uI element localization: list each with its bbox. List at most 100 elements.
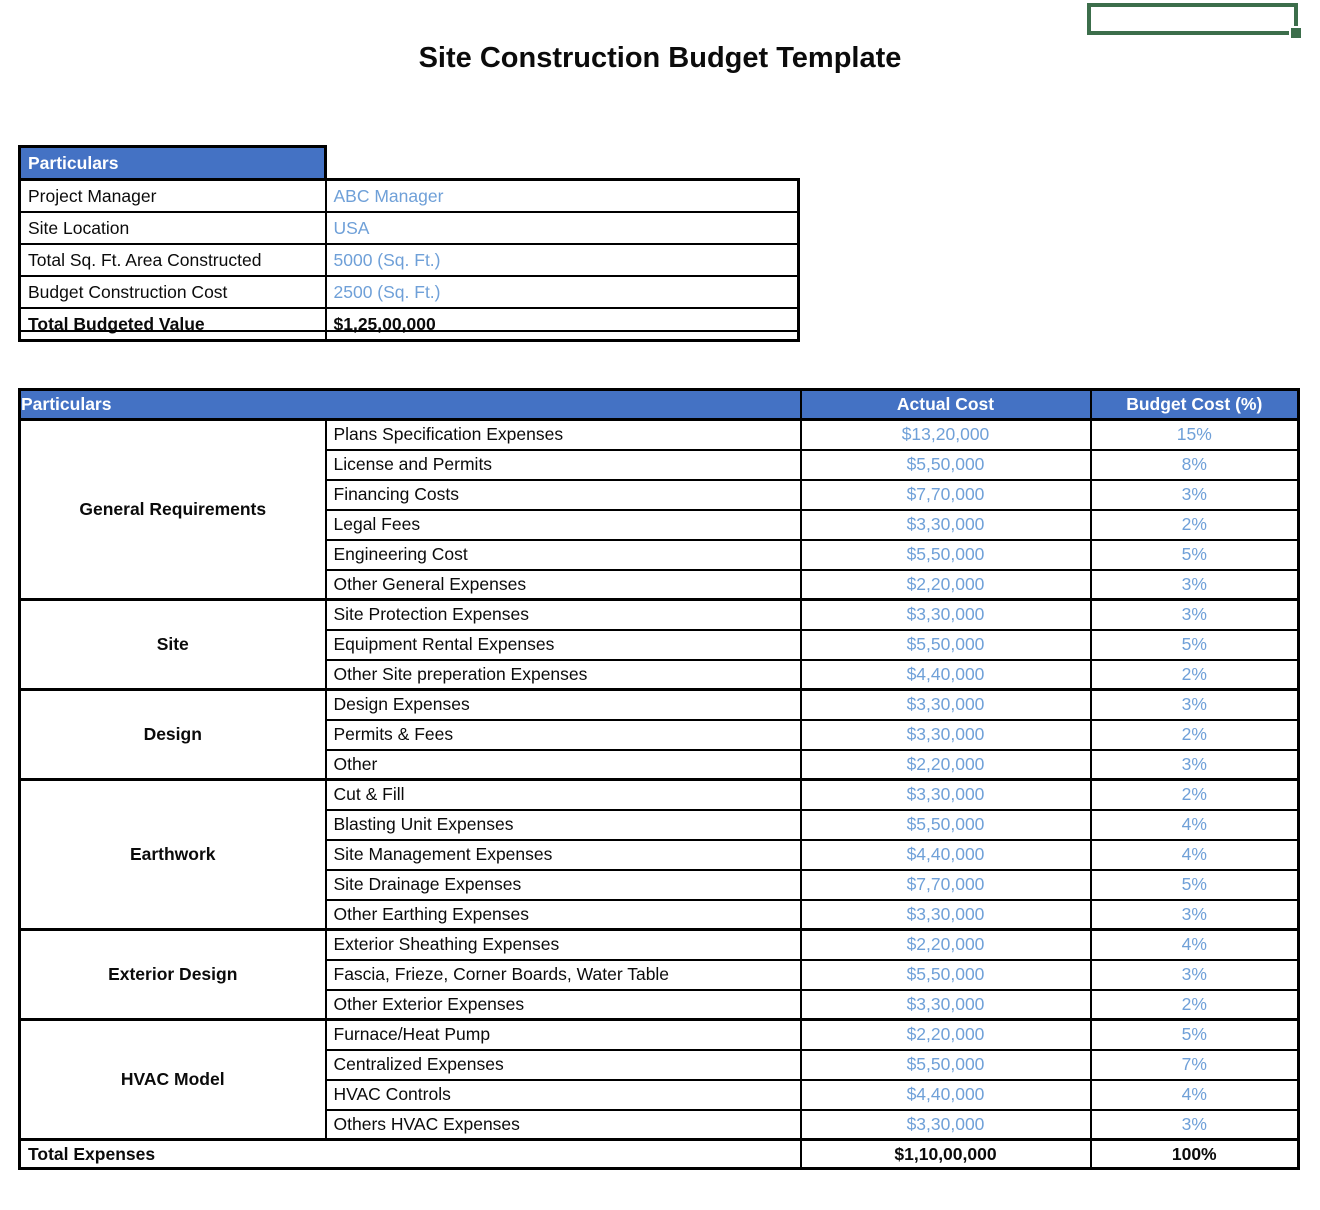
budget-cost-cell[interactable]: 2% [1089, 988, 1300, 1021]
budget-cost-cell[interactable]: 2% [1089, 658, 1300, 691]
budget-cost-cell[interactable]: 15% [1089, 418, 1300, 451]
info-table-header-cell[interactable]: Particulars [18, 145, 327, 181]
cell-selection-outline[interactable] [1087, 3, 1303, 40]
actual-cost-cell[interactable]: $5,50,000 [799, 628, 1092, 661]
budget-cost-cell[interactable]: 2% [1089, 718, 1300, 751]
budget-cost-cell[interactable]: 3% [1089, 958, 1300, 991]
info-label-cell[interactable]: Project Manager [18, 178, 327, 213]
total-budget-cost-cell[interactable]: 100% [1089, 1138, 1300, 1170]
budget-cost-cell[interactable]: 2% [1089, 778, 1300, 811]
budget-cost-cell[interactable]: 3% [1089, 898, 1300, 931]
item-name-cell[interactable]: Financing Costs [324, 478, 802, 511]
item-name-cell[interactable]: Other Exterior Expenses [324, 988, 802, 1021]
actual-cost-cell[interactable]: $5,50,000 [799, 538, 1092, 571]
actual-cost-cell[interactable]: $5,50,000 [799, 808, 1092, 841]
actual-cost-cell[interactable]: $3,30,000 [799, 598, 1092, 631]
item-name-cell[interactable]: Site Protection Expenses [324, 598, 802, 631]
budget-cost-cell[interactable]: 4% [1089, 928, 1300, 961]
budget-cost-cell[interactable]: 3% [1089, 688, 1300, 721]
budget-cost-cell[interactable]: 5% [1089, 538, 1300, 571]
budget-cost-cell[interactable]: 5% [1089, 1018, 1300, 1051]
item-name-cell[interactable]: Centralized Expenses [324, 1048, 802, 1081]
budget-row: Financing Costs $7,70,000 3% [20, 478, 1300, 511]
category-cell[interactable]: Earthwork [18, 778, 327, 931]
actual-cost-cell[interactable]: $2,20,000 [799, 1018, 1092, 1051]
actual-cost-cell[interactable]: $5,50,000 [799, 448, 1092, 481]
item-name-cell[interactable]: Site Management Expenses [324, 838, 802, 871]
item-name-cell[interactable]: Others HVAC Expenses [324, 1108, 802, 1141]
actual-cost-cell[interactable]: $3,30,000 [799, 688, 1092, 721]
budget-cost-cell[interactable]: 4% [1089, 838, 1300, 871]
info-value-cell[interactable]: ABC Manager [324, 178, 800, 213]
budget-cost-cell[interactable]: 8% [1089, 448, 1300, 481]
item-name-cell[interactable]: Other [324, 748, 802, 781]
budget-cost-cell[interactable]: 4% [1089, 808, 1300, 841]
actual-cost-cell[interactable]: $4,40,000 [799, 1078, 1092, 1111]
item-name-cell[interactable]: License and Permits [324, 448, 802, 481]
actual-cost-cell[interactable]: $3,30,000 [799, 898, 1092, 931]
item-name-cell[interactable]: Blasting Unit Expenses [324, 808, 802, 841]
budget-cost-cell[interactable]: 4% [1089, 1078, 1300, 1111]
page-title: Site Construction Budget Template [418, 42, 902, 74]
budget-header-actual-cost[interactable]: Actual Cost [799, 388, 1092, 421]
actual-cost-cell[interactable]: $4,40,000 [799, 658, 1092, 691]
category-cell[interactable]: Exterior Design [18, 928, 327, 1021]
item-name-cell[interactable]: Furnace/Heat Pump [324, 1018, 802, 1051]
category-cell[interactable]: General Requirements [18, 418, 327, 601]
item-name-cell[interactable]: Engineering Cost [324, 538, 802, 571]
item-name-cell[interactable]: Fascia, Frieze, Corner Boards, Water Tab… [324, 958, 802, 991]
fill-handle[interactable] [1289, 26, 1303, 40]
item-name-cell[interactable]: Plans Specification Expenses [324, 418, 802, 451]
item-name-cell[interactable]: Permits & Fees [324, 718, 802, 751]
actual-cost-cell[interactable]: $2,20,000 [799, 568, 1092, 601]
total-actual-cost-cell[interactable]: $1,10,00,000 [799, 1138, 1092, 1170]
budget-cost-cell[interactable]: 3% [1089, 748, 1300, 781]
item-name-cell[interactable]: Equipment Rental Expenses [324, 628, 802, 661]
actual-cost-cell[interactable]: $7,70,000 [799, 478, 1092, 511]
budget-header-budget-cost[interactable]: Budget Cost (%) [1089, 388, 1300, 421]
total-label-cell[interactable]: Total Expenses [18, 1138, 802, 1170]
info-label-cell[interactable]: Total Budgeted Value [18, 307, 327, 342]
item-name-cell[interactable]: Legal Fees [324, 508, 802, 541]
info-value-cell[interactable]: 5000 (Sq. Ft.) [324, 243, 800, 277]
category-cell[interactable]: Design [18, 688, 327, 781]
info-value-cell[interactable]: 2500 (Sq. Ft.) [324, 275, 800, 309]
budget-header-particulars[interactable]: Particulars [18, 388, 802, 421]
actual-cost-cell[interactable]: $2,20,000 [799, 928, 1092, 961]
info-value-cell[interactable]: USA [324, 211, 800, 245]
budget-cost-cell[interactable]: 5% [1089, 628, 1300, 661]
actual-cost-cell[interactable]: $5,50,000 [799, 1048, 1092, 1081]
actual-cost-cell[interactable]: $13,20,000 [799, 418, 1092, 451]
budget-cost-cell[interactable]: 3% [1089, 478, 1300, 511]
budget-row: Site Management Expenses $4,40,000 4% [20, 838, 1300, 871]
item-name-cell[interactable]: Other Earthing Expenses [324, 898, 802, 931]
actual-cost-cell[interactable]: $4,40,000 [799, 838, 1092, 871]
item-name-cell[interactable]: Exterior Sheathing Expenses [324, 928, 802, 961]
item-name-cell[interactable]: Design Expenses [324, 688, 802, 721]
item-name-cell[interactable]: HVAC Controls [324, 1078, 802, 1111]
budget-cost-cell[interactable]: 3% [1089, 598, 1300, 631]
item-name-cell[interactable]: Other General Expenses [324, 568, 802, 601]
info-label-cell[interactable]: Total Sq. Ft. Area Constructed [18, 243, 327, 277]
item-name-cell[interactable]: Site Drainage Expenses [324, 868, 802, 901]
category-cell[interactable]: Site [18, 598, 327, 691]
actual-cost-cell[interactable]: $2,20,000 [799, 748, 1092, 781]
actual-cost-cell[interactable]: $3,30,000 [799, 988, 1092, 1021]
actual-cost-cell[interactable]: $3,30,000 [799, 508, 1092, 541]
budget-cost-cell[interactable]: 3% [1089, 1108, 1300, 1141]
actual-cost-cell[interactable]: $3,30,000 [799, 1108, 1092, 1141]
actual-cost-cell[interactable]: $5,50,000 [799, 958, 1092, 991]
info-value-cell[interactable]: $1,25,00,000 [324, 307, 800, 342]
actual-cost-cell[interactable]: $3,30,000 [799, 718, 1092, 751]
info-label-cell[interactable]: Site Location [18, 211, 327, 245]
category-cell[interactable]: HVAC Model [18, 1018, 327, 1141]
budget-cost-cell[interactable]: 7% [1089, 1048, 1300, 1081]
actual-cost-cell[interactable]: $3,30,000 [799, 778, 1092, 811]
info-label-cell[interactable]: Budget Construction Cost [18, 275, 327, 309]
budget-cost-cell[interactable]: 3% [1089, 568, 1300, 601]
item-name-cell[interactable]: Other Site preperation Expenses [324, 658, 802, 691]
actual-cost-cell[interactable]: $7,70,000 [799, 868, 1092, 901]
budget-cost-cell[interactable]: 5% [1089, 868, 1300, 901]
budget-cost-cell[interactable]: 2% [1089, 508, 1300, 541]
item-name-cell[interactable]: Cut & Fill [324, 778, 802, 811]
